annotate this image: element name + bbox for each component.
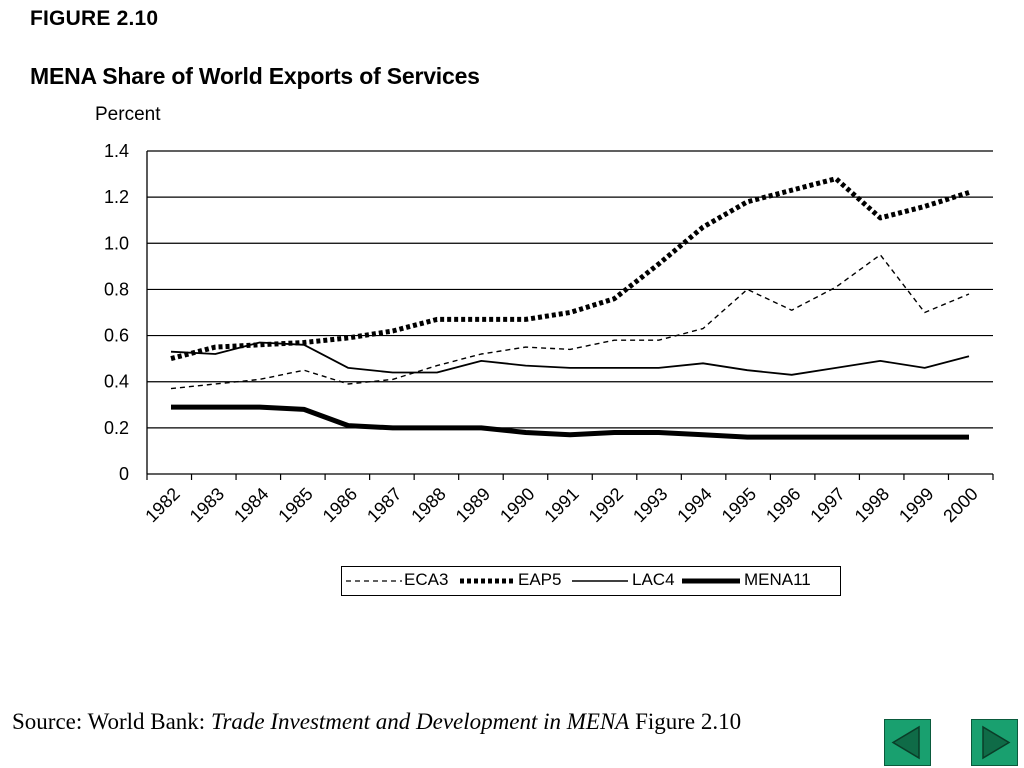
y-tick-label: 0.6	[104, 326, 129, 346]
previous-slide-button[interactable]	[884, 719, 931, 766]
x-axis-ticks: 1982 1983 1984 1985 1986 1987 1988 1989 1990 1991…	[141, 474, 994, 526]
x-tick-label: 1987	[363, 484, 405, 526]
legend-label-mena11: MENA11	[744, 570, 811, 589]
series-line-eca3	[170, 254, 970, 390]
x-tick-label: 1994	[673, 484, 715, 526]
legend: ECA3 EAP5 LAC4 MENA11	[341, 566, 841, 596]
x-tick-label: 1984	[230, 484, 272, 526]
x-tick-label: 1985	[274, 484, 316, 526]
x-tick-label: 1993	[629, 484, 671, 526]
legend-label-lac4: LAC4	[632, 570, 675, 589]
x-tick-label: 1992	[585, 484, 627, 526]
y-tick-label: 0	[119, 464, 129, 484]
line-chart: 00.20.40.60.81.01.21.4 1982 1983 1984 1985 1…	[104, 141, 994, 526]
triangle-left-icon	[891, 725, 920, 760]
next-slide-button[interactable]	[971, 719, 1018, 766]
source-title: Trade Investment and Development in MENA	[210, 709, 630, 734]
gridlines	[147, 150, 993, 475]
legend-label-eca3: ECA3	[404, 570, 449, 589]
y-tick-label: 0.2	[104, 418, 129, 438]
y-axis-label: Percent	[95, 104, 161, 125]
series-lines	[170, 176, 970, 440]
x-tick-label: 1999	[895, 484, 937, 526]
source-suffix: Figure 2.10	[629, 709, 742, 734]
series-line-lac4	[170, 341, 970, 376]
series-line-mena11	[171, 404, 969, 440]
y-tick-label: 0.8	[104, 279, 129, 299]
y-tick-label: 0.4	[104, 372, 129, 392]
x-tick-label: 1990	[496, 484, 538, 526]
y-tick-label: 1.0	[104, 233, 129, 253]
chart-title: MENA Share of World Exports of Services	[30, 63, 480, 89]
source-citation: Source: World Bank: Trade Investment and…	[12, 709, 741, 735]
figure-label: FIGURE 2.10	[30, 7, 159, 30]
legend-label-eap5: EAP5	[518, 570, 562, 589]
y-tick-label: 1.4	[104, 141, 129, 161]
x-tick-label: 1991	[540, 484, 582, 526]
x-tick-label: 1982	[141, 484, 183, 526]
x-tick-label: 2000	[939, 484, 981, 526]
x-tick-label: 1998	[851, 484, 893, 526]
x-tick-label: 1983	[186, 484, 228, 526]
series-line-eap5	[170, 176, 970, 362]
y-tick-label: 1.2	[104, 187, 129, 207]
x-tick-label: 1986	[319, 484, 361, 526]
source-prefix: Source: World Bank:	[12, 709, 211, 734]
x-tick-label: 1997	[806, 484, 848, 526]
y-axis-ticks: 0 0.2 0.4 0.6 0.8 1.0 1.2 1.4	[104, 141, 129, 484]
x-tick-label: 1988	[407, 484, 449, 526]
triangle-right-icon	[982, 725, 1011, 760]
x-tick-label: 1989	[452, 484, 494, 526]
x-tick-label: 1996	[762, 484, 804, 526]
x-tick-label: 1995	[718, 484, 760, 526]
